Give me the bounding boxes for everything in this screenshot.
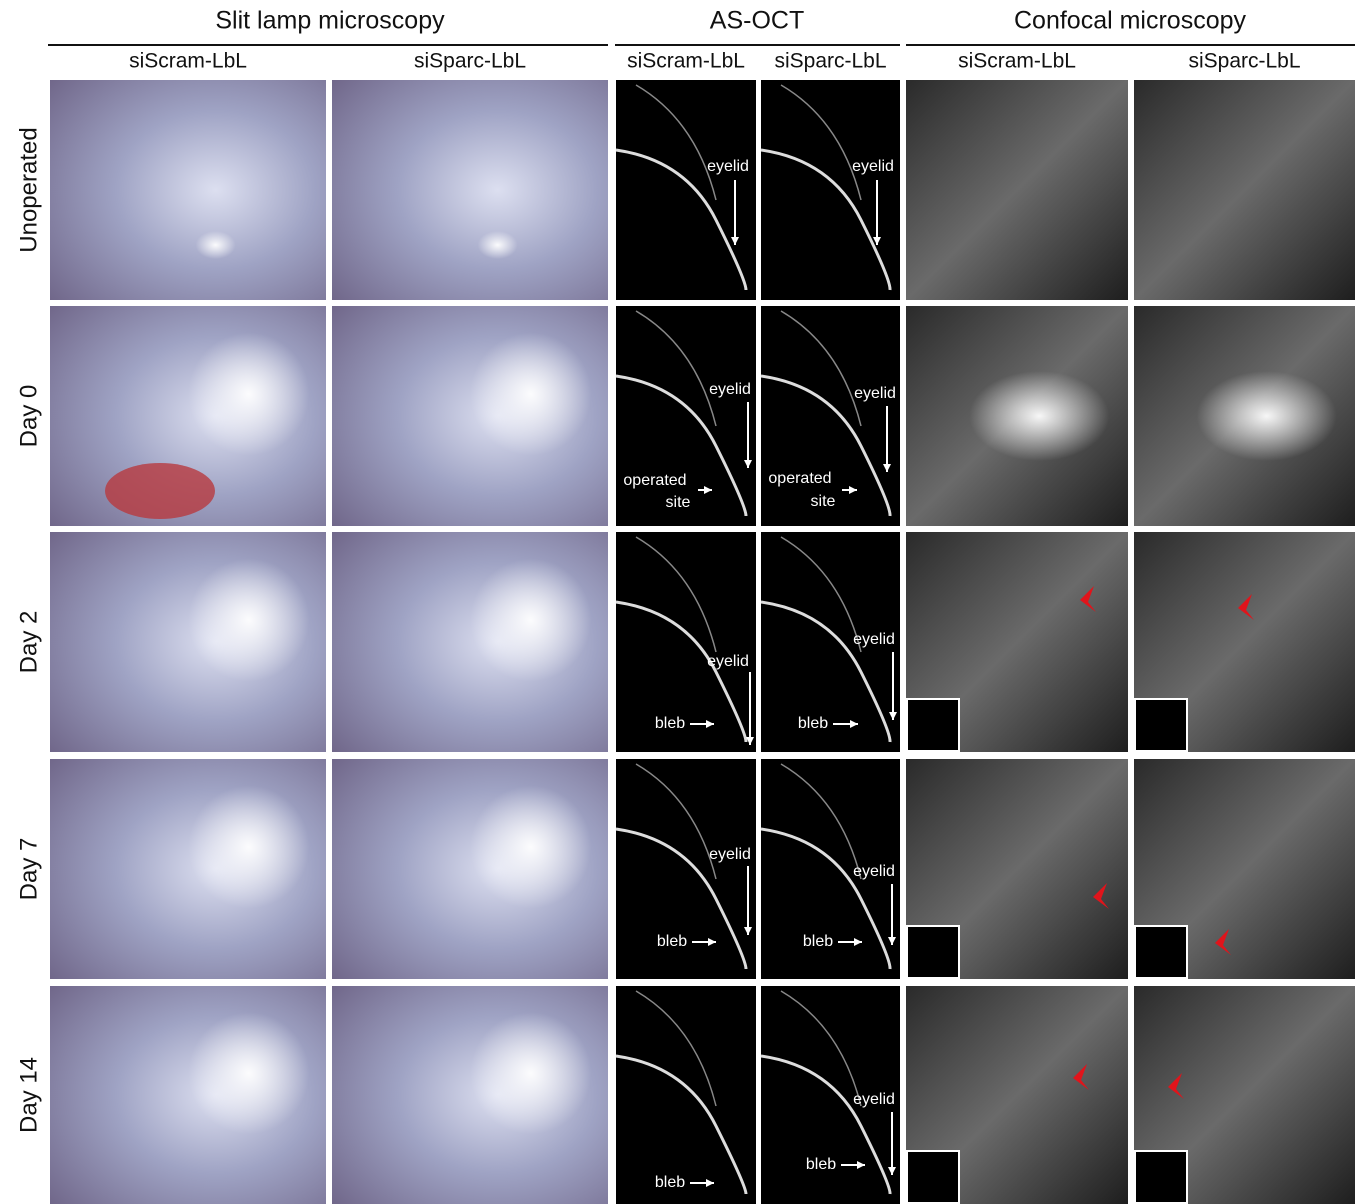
annotation: operated bbox=[768, 470, 831, 487]
group-title: Slit lamp microscopy bbox=[215, 7, 445, 35]
bright-region bbox=[969, 371, 1109, 461]
row-label: Unoperated bbox=[15, 127, 42, 252]
annotation: eyelid bbox=[852, 158, 894, 175]
slit-lamp-image bbox=[50, 80, 326, 300]
annotation: eyelid bbox=[707, 653, 749, 670]
oct-image bbox=[616, 306, 756, 526]
bleb-haze bbox=[188, 558, 309, 681]
row-label: Day 0 bbox=[15, 385, 42, 448]
column-label: siSparc-LbL bbox=[774, 50, 886, 73]
inset bbox=[907, 1151, 959, 1203]
annotation: bleb bbox=[803, 933, 833, 950]
figure: Slit lamp microscopy AS-OCT Confocal micro… bbox=[0, 0, 1355, 1204]
group-title: AS-OCT bbox=[710, 7, 804, 35]
bleb-haze bbox=[470, 1012, 591, 1134]
annotation: eyelid bbox=[853, 1091, 895, 1108]
row-label: Day 14 bbox=[15, 1057, 42, 1133]
inset bbox=[1135, 926, 1187, 978]
bleb-haze bbox=[188, 785, 309, 908]
annotation: eyelid bbox=[853, 863, 895, 880]
bleb-haze bbox=[470, 558, 591, 681]
inset bbox=[907, 699, 959, 751]
reflection bbox=[478, 231, 518, 259]
confocal-image bbox=[906, 80, 1128, 300]
annotation: site bbox=[666, 494, 691, 511]
inset bbox=[1135, 1151, 1187, 1203]
annotation: bleb bbox=[655, 715, 685, 732]
bright-region bbox=[1197, 371, 1337, 461]
slit-lamp-image bbox=[332, 80, 608, 300]
column-label: siScram-LbL bbox=[129, 50, 247, 73]
annotation: bleb bbox=[806, 1156, 836, 1173]
bleb-haze bbox=[188, 332, 309, 455]
confocal-image bbox=[1134, 80, 1355, 300]
annotation: eyelid bbox=[853, 631, 895, 648]
group-title: Confocal microscopy bbox=[1014, 7, 1247, 35]
oct-image bbox=[616, 986, 756, 1204]
inset bbox=[907, 926, 959, 978]
column-label: siSparc-LbL bbox=[1188, 50, 1300, 73]
annotation: bleb bbox=[655, 1174, 685, 1191]
annotation: site bbox=[811, 493, 836, 510]
annotation: eyelid bbox=[709, 381, 751, 398]
annotation: bleb bbox=[657, 933, 687, 950]
row-label: Day 7 bbox=[15, 838, 42, 901]
annotation: eyelid bbox=[854, 385, 896, 402]
annotation: eyelid bbox=[707, 158, 749, 175]
inset bbox=[1135, 699, 1187, 751]
row-label: Day 2 bbox=[15, 611, 42, 674]
oct-image bbox=[761, 80, 900, 300]
bleb-haze bbox=[470, 332, 591, 455]
column-label: siScram-LbL bbox=[958, 50, 1076, 73]
column-label: siSparc-LbL bbox=[414, 50, 526, 73]
oct-image bbox=[616, 532, 756, 752]
bleb-haze bbox=[188, 1012, 309, 1134]
bleb-haze bbox=[470, 785, 591, 908]
annotation: eyelid bbox=[709, 846, 751, 863]
reflection bbox=[196, 231, 236, 259]
annotation: bleb bbox=[798, 715, 828, 732]
column-label: siScram-LbL bbox=[627, 50, 745, 73]
blood bbox=[105, 463, 215, 519]
annotation: operated bbox=[623, 472, 686, 489]
